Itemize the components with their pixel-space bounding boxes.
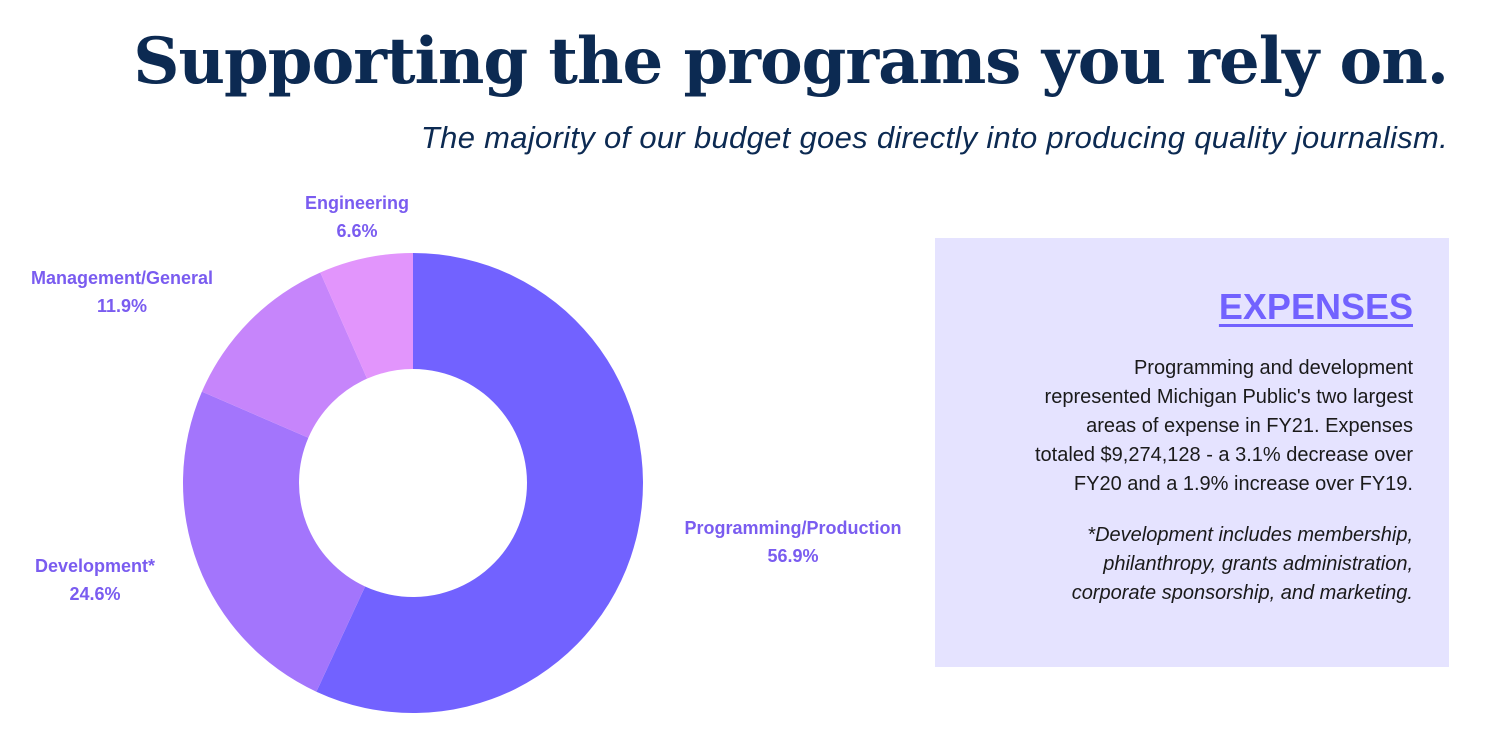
expenses-panel: EXPENSES Programming and development rep… xyxy=(935,238,1449,667)
expenses-description-line: Programming and development xyxy=(1133,357,1413,379)
slice-name: Programming/Production xyxy=(684,518,902,538)
slice-label: Management/General 11.9% xyxy=(31,264,213,320)
donut-slice xyxy=(201,272,368,438)
slice-value: 24.6% xyxy=(69,584,121,604)
donut-slice xyxy=(182,391,366,692)
slice-label: Development* 24.6% xyxy=(35,552,155,608)
donut-chart xyxy=(182,253,643,713)
slice-name: Development* xyxy=(34,556,156,576)
donut-slice xyxy=(320,253,413,379)
expenses-description-line: represented Michigan Public's two larges… xyxy=(1044,386,1413,408)
development-footnote: *Development includes membership, philan… xyxy=(971,521,1413,608)
footnote-line: philanthropy, grants administration, xyxy=(1103,553,1413,575)
expenses-description-line: areas of expense in FY21. Expenses xyxy=(1086,415,1413,437)
slice-value: 6.6% xyxy=(336,221,378,241)
slice-label: Engineering 6.6% xyxy=(305,189,409,245)
footnote-line: corporate sponsorship, and marketing. xyxy=(1071,582,1413,604)
expenses-description-line: FY20 and a 1.9% increase over FY19. xyxy=(1073,473,1413,495)
donut-slice xyxy=(316,253,643,713)
slice-value: 11.9% xyxy=(96,296,148,316)
expenses-description-line: totaled $9,274,128 - a 3.1% decrease ove… xyxy=(1034,444,1413,466)
slice-value: 56.9% xyxy=(767,546,819,566)
footnote-line: *Development includes membership, xyxy=(1087,524,1413,546)
slice-label: Programming/Production 56.9% xyxy=(684,514,901,570)
slice-name: Management/General xyxy=(30,268,214,288)
page-subtitle: The majority of our budget goes directly… xyxy=(420,120,1448,155)
expenses-heading: EXPENSES xyxy=(1218,286,1413,327)
page-title: Supporting the programs you rely on. xyxy=(133,24,1449,99)
expenses-description: Programming and development represented … xyxy=(971,354,1413,499)
slice-name: Engineering xyxy=(304,193,410,213)
